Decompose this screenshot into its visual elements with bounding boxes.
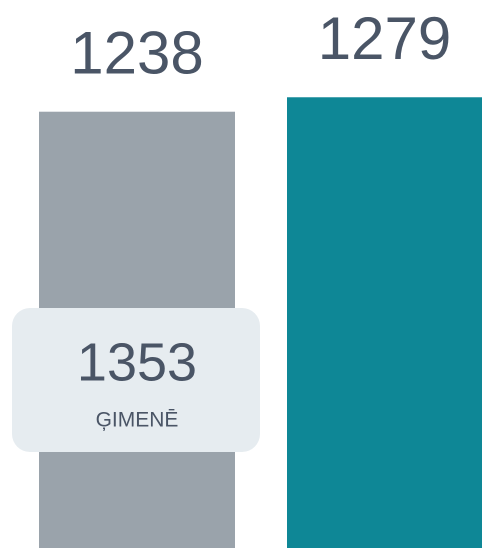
bar — [287, 97, 482, 548]
value-label: 1279 — [318, 5, 451, 72]
annotation-value: 1353 — [77, 332, 197, 392]
value-label: 1238 — [70, 20, 203, 87]
annotation-label: ĢIMENĒ — [96, 409, 179, 432]
annotation-card — [12, 308, 260, 452]
